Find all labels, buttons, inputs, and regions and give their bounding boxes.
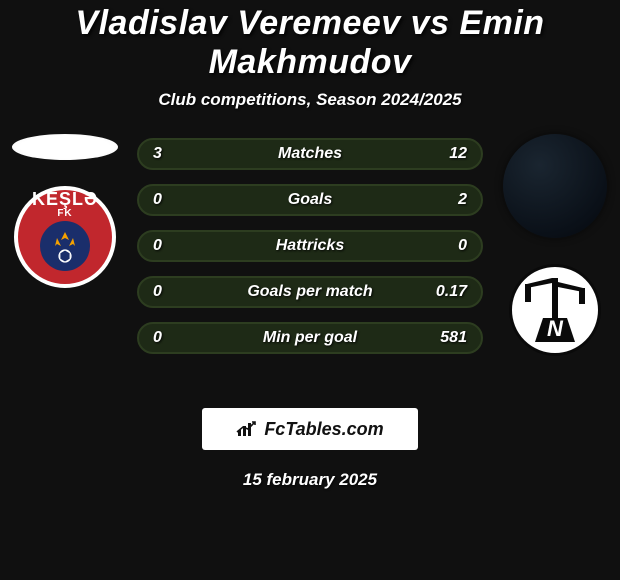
stat-label: Goals — [288, 191, 332, 209]
stat-right-value: 2 — [429, 191, 467, 209]
club-right-emblem-icon: N — [515, 270, 595, 350]
stat-right-value: 581 — [429, 329, 467, 347]
svg-text:N: N — [547, 316, 564, 341]
comparison-block: KEŞLƏ FK N — [0, 138, 620, 388]
bar-chart-icon — [236, 420, 258, 438]
left-column: KEŞLƏ FK — [6, 134, 124, 288]
player-photo-left — [12, 134, 118, 160]
stat-row-matches: 3 Matches 12 — [137, 138, 483, 170]
stat-label: Matches — [278, 145, 342, 163]
stat-left-value: 0 — [153, 237, 191, 255]
brand-text: FcTables.com — [264, 419, 383, 440]
stat-left-value: 0 — [153, 329, 191, 347]
date: 15 february 2025 — [0, 470, 620, 490]
stat-row-gpm: 0 Goals per match 0.17 — [137, 276, 483, 308]
subtitle: Club competitions, Season 2024/2025 — [0, 90, 620, 110]
club-badge-right: N — [509, 264, 601, 356]
stat-right-value: 12 — [429, 145, 467, 163]
stat-row-goals: 0 Goals 2 — [137, 184, 483, 216]
stat-left-value: 3 — [153, 145, 191, 163]
stat-row-mpg: 0 Min per goal 581 — [137, 322, 483, 354]
club-badge-left: KEŞLƏ FK — [14, 186, 116, 288]
stat-label: Hattricks — [276, 237, 344, 255]
stat-row-hattricks: 0 Hattricks 0 — [137, 230, 483, 262]
right-column: N — [496, 134, 614, 356]
club-left-sub: FK — [57, 208, 72, 219]
player-photo-right — [503, 134, 607, 238]
stat-bars: 3 Matches 12 0 Goals 2 0 Hattricks 0 0 G… — [137, 138, 483, 354]
stat-right-value: 0 — [429, 237, 467, 255]
club-left-name: KEŞLƏ — [32, 189, 98, 210]
stat-label: Min per goal — [263, 329, 357, 347]
stat-left-value: 0 — [153, 283, 191, 301]
page-title: Vladislav Veremeev vs Emin Makhmudov — [0, 0, 620, 84]
stat-right-value: 0.17 — [429, 283, 467, 301]
club-left-emblem-icon — [45, 226, 85, 266]
brand-box[interactable]: FcTables.com — [202, 408, 418, 450]
stat-label: Goals per match — [247, 283, 372, 301]
club-left-inner — [40, 221, 90, 271]
stat-left-value: 0 — [153, 191, 191, 209]
